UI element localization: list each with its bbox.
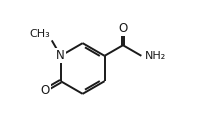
Text: O: O [118, 22, 127, 35]
Text: CH₃: CH₃ [30, 29, 50, 39]
Text: NH₂: NH₂ [144, 51, 165, 61]
Text: N: N [56, 49, 65, 62]
Text: O: O [40, 84, 50, 97]
